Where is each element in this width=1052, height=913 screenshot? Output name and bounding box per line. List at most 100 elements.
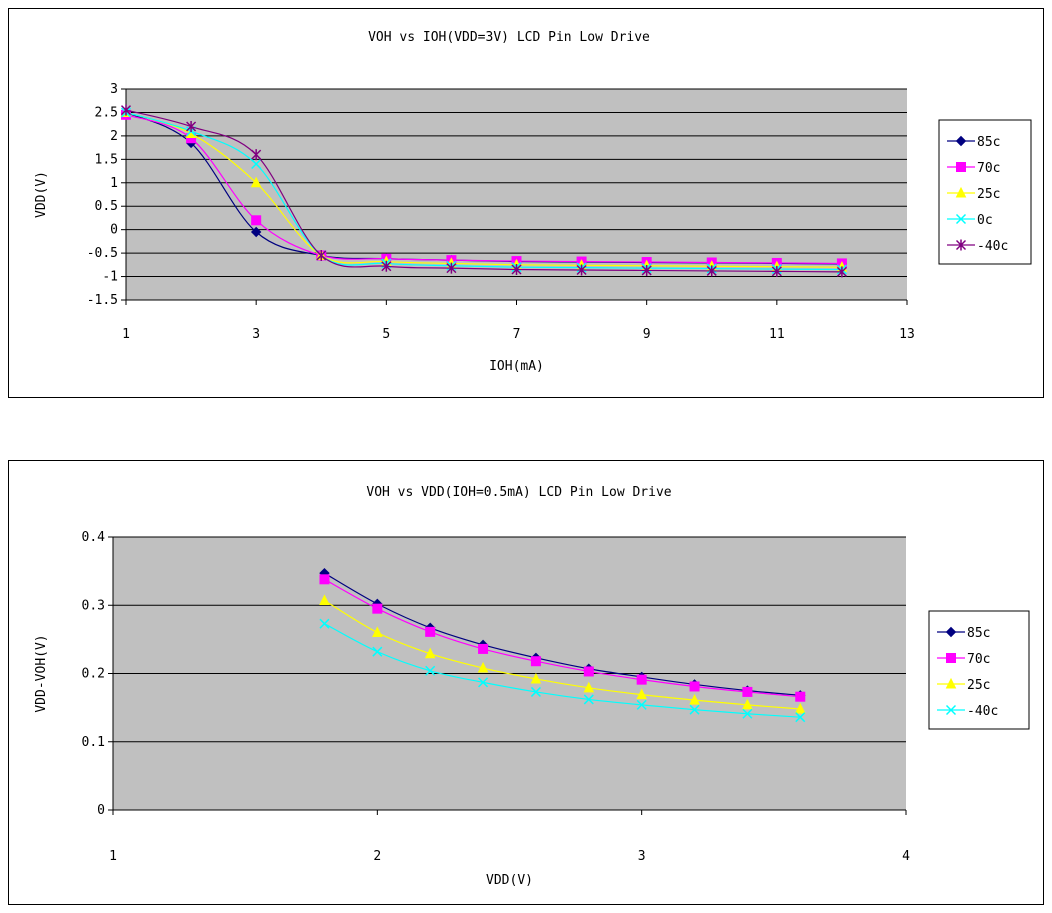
data-point: [425, 665, 436, 676]
data-point: [251, 158, 262, 170]
legend-box: [928, 610, 1030, 730]
chart-voh-vs-ioh-svg: VOH vs IOH(VDD=3V) LCD Pin Low Drive 3 2.5…: [34, 30, 1032, 374]
legend-marker: [956, 162, 966, 172]
data-point: [251, 215, 262, 226]
data-point: [583, 681, 595, 693]
chart-voh-vs-ioh: VOH vs IOH(VDD=3V) LCD Pin Low Drive 3 2.5…: [8, 8, 1044, 398]
legend-label: 0c: [977, 213, 993, 228]
y-tick-label: 2.5: [95, 105, 118, 120]
data-point: [319, 574, 330, 585]
y-tick-label: 0.1: [82, 735, 105, 750]
y-tick-label: 3: [110, 82, 118, 97]
data-point: [372, 603, 383, 614]
data-point: [381, 260, 392, 272]
data-point: [742, 686, 753, 697]
data-point: [636, 688, 647, 700]
y-tick-label: 0.5: [95, 199, 118, 214]
chart-voh-vs-vdd: VOH vs VDD(IOH=0.5mA) LCD Pin Low Drive 0…: [8, 460, 1044, 905]
series--40c: [120, 104, 847, 278]
data-point: [641, 264, 652, 276]
data-point: [530, 686, 541, 697]
chart-title: VOH vs IOH(VDD=3V) LCD Pin Low Drive: [368, 30, 650, 45]
series-25c: [319, 594, 806, 714]
y-tick-label: 0: [97, 803, 105, 818]
series--40c: [319, 618, 806, 723]
legend-marker: [945, 677, 957, 689]
legend-label: 85c: [967, 626, 990, 641]
series-70c: [319, 574, 806, 702]
data-point: [424, 647, 436, 659]
data-point: [478, 643, 489, 654]
legend-label: 70c: [977, 161, 1000, 176]
data-point: [250, 226, 262, 238]
data-point: [689, 693, 700, 705]
data-point: [706, 265, 717, 277]
x-tick-label: 11: [769, 327, 785, 342]
data-point: [794, 702, 806, 714]
data-point: [530, 672, 542, 684]
data-point: [836, 266, 847, 278]
legend-marker: [955, 213, 967, 225]
chart-title: VOH vs VDD(IOH=0.5mA) LCD Pin Low Drive: [366, 485, 671, 500]
legend-marker: [955, 135, 967, 147]
data-point: [576, 264, 587, 276]
legend-label: 70c: [967, 652, 990, 667]
data-point: [771, 265, 782, 277]
legend-marker: [955, 239, 967, 251]
series-line: [324, 572, 801, 696]
x-axis-label: IOH(mA): [489, 359, 544, 374]
data-point: [511, 264, 522, 276]
data-point: [446, 262, 457, 274]
series-line: [324, 578, 801, 698]
y-tick-label: 0.4: [82, 530, 106, 545]
legend-marker: [945, 626, 957, 638]
y-tick-label: 2: [110, 129, 118, 144]
y-tick-label: -1: [102, 270, 118, 285]
legend-label: 25c: [967, 678, 990, 693]
legend-label: -40c: [967, 704, 998, 719]
data-point: [372, 646, 383, 657]
data-point: [319, 618, 330, 629]
legend-label: -40c: [977, 239, 1008, 254]
data-point: [689, 704, 700, 715]
x-tick-label: 9: [643, 327, 651, 342]
data-point: [583, 694, 594, 705]
x-tick-label: 1: [109, 849, 117, 864]
legend-marker: [955, 186, 967, 198]
legend-label: 85c: [977, 135, 1000, 150]
data-point: [636, 674, 647, 685]
data-point: [120, 104, 132, 116]
y-tick-label: 0.2: [82, 667, 105, 682]
data-point: [372, 626, 383, 638]
data-point: [186, 121, 197, 133]
data-point: [583, 666, 594, 677]
series-line: [324, 599, 801, 710]
legend-marker: [945, 704, 957, 716]
x-tick-label: 4: [902, 849, 910, 864]
y-tick-label: -0.5: [87, 246, 118, 261]
x-tick-label: 13: [899, 327, 915, 342]
x-tick-label: 1: [122, 327, 130, 342]
data-point: [477, 661, 489, 673]
data-point: [251, 149, 262, 161]
data-point: [250, 176, 262, 188]
x-tick-label: 3: [252, 327, 260, 342]
data-point: [742, 708, 753, 719]
y-tick-label: -1.5: [87, 293, 118, 308]
data-point: [316, 249, 327, 261]
x-tick-label: 3: [638, 849, 646, 864]
y-tick-label: 0: [110, 223, 118, 238]
data-point: [689, 681, 700, 692]
legend-label: 25c: [977, 187, 1000, 202]
data-point: [636, 699, 647, 710]
x-axis-label: VDD(V): [486, 873, 533, 888]
y-tick-label: 1.5: [95, 152, 118, 167]
data-point: [425, 626, 436, 637]
legend-box: [938, 119, 1032, 265]
series-line: [324, 623, 801, 718]
x-tick-label: 5: [382, 327, 390, 342]
data-point: [795, 691, 806, 702]
legend-marker: [946, 653, 956, 663]
y-axis-label: VDD(V): [34, 171, 49, 218]
y-axis-label: VDD-VOH(V): [34, 634, 49, 712]
